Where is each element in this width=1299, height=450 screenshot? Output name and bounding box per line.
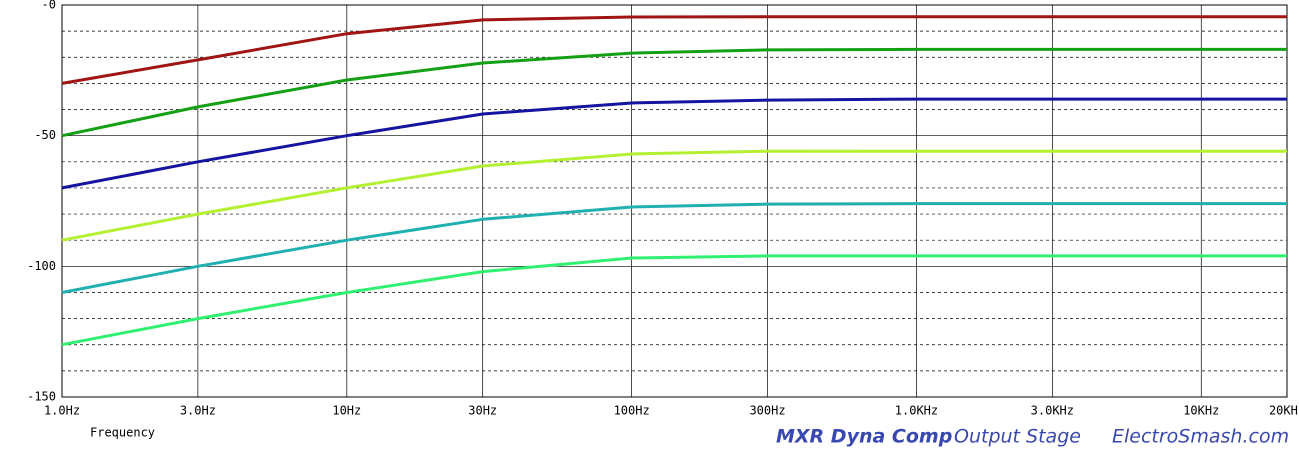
x-tick-label: 10Hz [332,404,361,418]
series-line [61,149,1287,242]
series-line [61,47,1287,138]
series-line [61,97,1287,190]
x-tick-label: 30Hz [468,404,497,418]
series-line [61,202,1287,294]
x-tick-label: 300Hz [749,404,785,418]
x-tick-label: 3.0Hz [180,404,216,418]
x-tick-label: 1.0KHz [895,404,938,418]
y-tick-label: -50 [34,128,56,142]
series-line [61,15,1287,85]
y-tick-label: -150 [27,390,56,404]
x-tick-label: 20KHz [1269,404,1299,418]
y-tick-label: -100 [27,259,56,273]
x-tick-label: 10KHz [1183,404,1219,418]
chart-subtitle: Output Stage [954,426,1081,448]
y-tick-label: -0 [42,0,56,12]
x-axis-label: Frequency [90,426,155,440]
x-tick-label: 100Hz [614,404,650,418]
credit: ElectroSmash.com [1112,426,1289,448]
x-tick-label: 1.0Hz [44,404,80,418]
plot-frame [61,4,1288,398]
x-tick-label: 3.0KHz [1031,404,1074,418]
chart-title: MXR Dyna Comp [776,426,952,448]
series-line [61,254,1287,347]
